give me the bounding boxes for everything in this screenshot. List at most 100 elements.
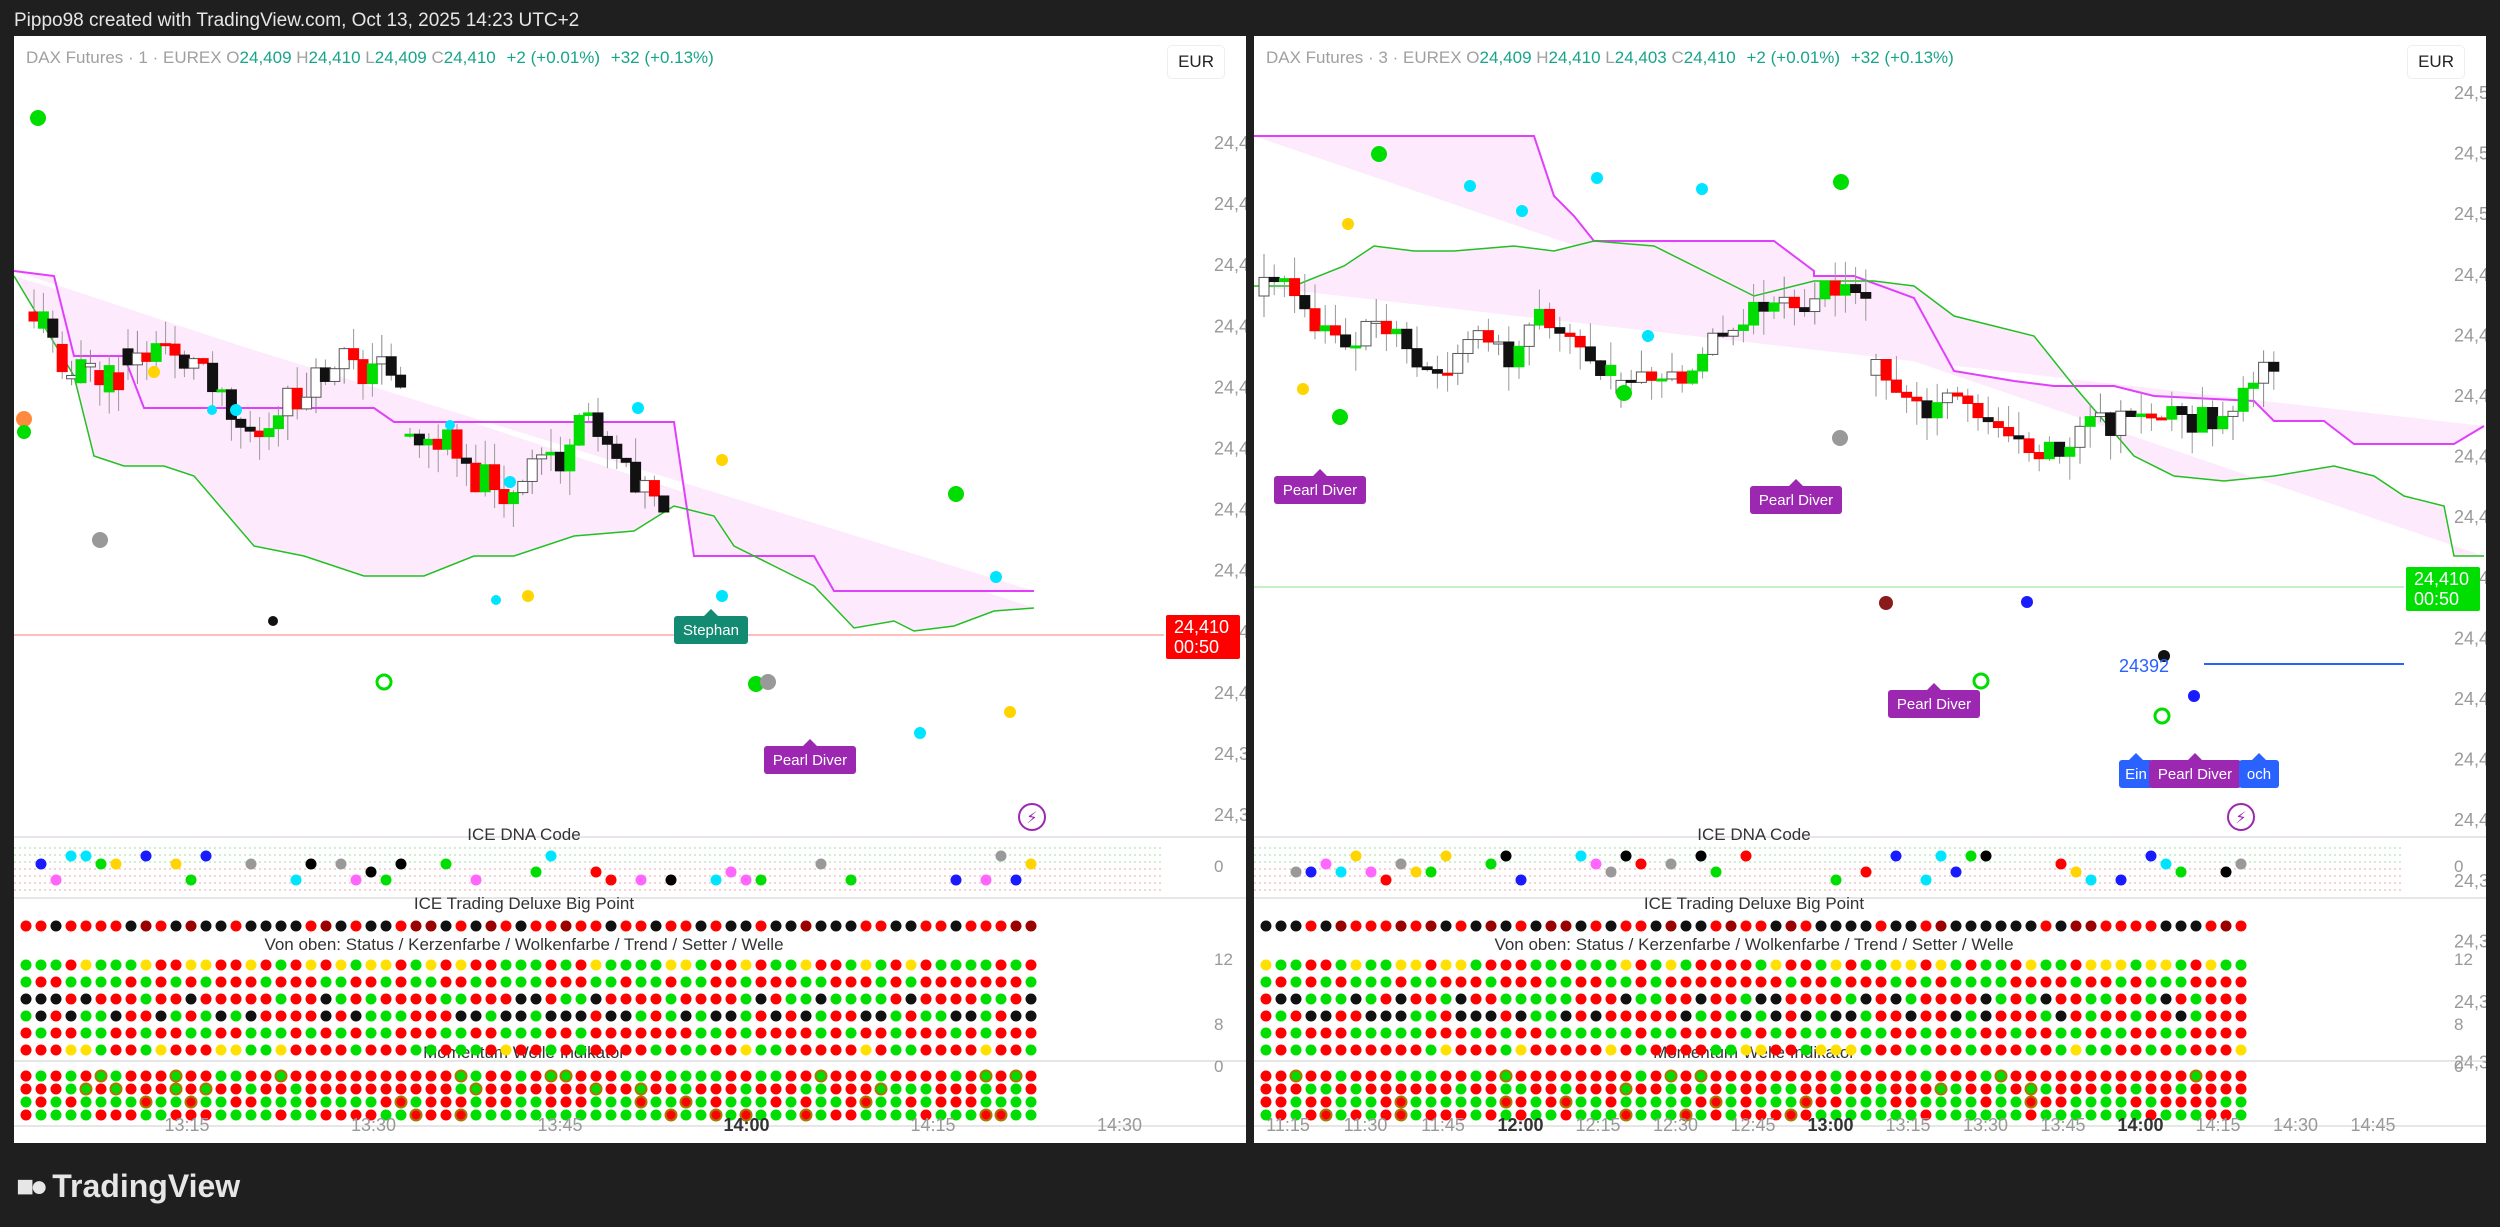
candle-body [1890, 379, 1902, 393]
momentum-dot [185, 1070, 197, 1082]
symbol-legend[interactable]: DAX Futures · 1 · EUREX O24,409 H24,410 … [26, 48, 714, 68]
bigpoint-dot [290, 920, 302, 932]
signal-dot [2188, 690, 2200, 702]
status-dot [1605, 1044, 1617, 1056]
momentum-dot [335, 1070, 347, 1082]
status-dot [2145, 1010, 2157, 1022]
status-dot [140, 1027, 152, 1039]
status-dot [860, 993, 872, 1005]
currency-button[interactable]: EUR [1168, 46, 1224, 78]
status-dot [2190, 1044, 2202, 1056]
momentum-dot [380, 1096, 392, 1108]
momentum-dot [1770, 1109, 1782, 1121]
momentum-dot [1965, 1109, 1977, 1121]
currency-button[interactable]: EUR [2408, 46, 2464, 78]
momentum-dot [1009, 1069, 1023, 1083]
momentum-dot [1425, 1096, 1437, 1108]
status-dot [1260, 1010, 1272, 1022]
dna-dot [1575, 850, 1587, 862]
status-dot [1470, 993, 1482, 1005]
momentum-dot [215, 1083, 227, 1095]
momentum-dot [1994, 1069, 2008, 1083]
bigpoint-dot [1650, 920, 1662, 932]
status-dot [35, 976, 47, 988]
momentum-dot [560, 1109, 572, 1121]
status-dot [1395, 976, 1407, 988]
momentum-dot [575, 1083, 587, 1095]
candle-body [1839, 284, 1851, 296]
symbol-legend[interactable]: DAX Futures · 3 · EUREX O24,409 H24,410 … [1266, 48, 1954, 68]
momentum-dot [830, 1109, 842, 1121]
signal-dot [1616, 385, 1632, 401]
bigpoint-dot [800, 920, 812, 932]
status-dot [80, 993, 92, 1005]
price-axis-label: 24,360 [2454, 1053, 2486, 1073]
momentum-dot [1980, 1096, 1992, 1108]
dna-dot [245, 858, 257, 870]
status-dot [2235, 993, 2247, 1005]
candle-body [1625, 379, 1637, 383]
chart-pane-right[interactable]: 24,52024,51024,50024,49024,48024,47024,4… [1254, 36, 2486, 1143]
trailing-stop-line [1254, 240, 2484, 557]
candle-body [423, 438, 435, 446]
status-dot [1590, 959, 1602, 971]
status-dot [125, 959, 137, 971]
candle-body [1748, 301, 1760, 326]
signal-dot [1004, 706, 1016, 718]
status-dot [1515, 993, 1527, 1005]
candle-body [1258, 276, 1270, 297]
status-dot [2115, 1027, 2127, 1039]
status-dot [80, 976, 92, 988]
status-dot [1620, 959, 1632, 971]
status-dot [1410, 1027, 1422, 1039]
momentum-dot [800, 1070, 812, 1082]
momentum-dot [2085, 1083, 2097, 1095]
status-dot [2100, 1027, 2112, 1039]
dna-dot [35, 858, 47, 870]
chart-pane-left[interactable]: 24,49024,48024,47024,46024,45024,44024,4… [14, 36, 1246, 1143]
momentum-dot [1320, 1096, 1332, 1108]
momentum-dot [35, 1109, 47, 1121]
price-axis-label: 24,380 [2454, 931, 2486, 951]
candle-body [319, 367, 331, 382]
status-dot [1710, 976, 1722, 988]
momentum-dot [125, 1070, 137, 1082]
candle-body [2125, 410, 2137, 417]
candle-body [254, 430, 266, 438]
status-dot [875, 959, 887, 971]
status-dot [1365, 959, 1377, 971]
chart-canvas[interactable]: 24,49024,48024,47024,46024,45024,44024,4… [14, 36, 1246, 1143]
status-dot [965, 1027, 977, 1039]
candle-body [1442, 372, 1454, 376]
momentum-dot [814, 1069, 828, 1083]
signal-dot [1642, 330, 1654, 342]
lightning-icon-glyph: ⚡ [1026, 808, 1037, 827]
momentum-dot [380, 1083, 392, 1095]
status-dot [1665, 993, 1677, 1005]
status-dot [2025, 1044, 2037, 1056]
status-dot [1410, 976, 1422, 988]
dna-dot [1350, 850, 1362, 862]
status-dot [800, 976, 812, 988]
status-dot [1965, 993, 1977, 1005]
indicator-axis-label: 0 [2454, 1057, 2463, 1076]
dna-dot [2235, 858, 2247, 870]
bigpoint-dot [965, 920, 977, 932]
momentum-dot [740, 1070, 752, 1082]
status-dot [185, 1044, 197, 1056]
symbol-name[interactable]: DAX Futures · 3 · EUREX [1266, 48, 1462, 67]
chart-canvas[interactable]: 24,52024,51024,50024,49024,48024,47024,4… [1254, 36, 2486, 1143]
status-dot [1410, 1044, 1422, 1056]
status-dot [2235, 1044, 2247, 1056]
status-dot [2190, 959, 2202, 971]
signal-dot [716, 590, 728, 602]
bigpoint-dot [2100, 920, 2112, 932]
status-dot [365, 1027, 377, 1039]
symbol-name[interactable]: DAX Futures · 1 · EUREX [26, 48, 222, 67]
status-dot [290, 959, 302, 971]
momentum-dot [1980, 1109, 1992, 1121]
indicator-axis-label: 0 [1214, 857, 1223, 876]
status-dot [680, 1027, 692, 1039]
status-dot [1365, 1010, 1377, 1022]
momentum-dot [425, 1096, 437, 1108]
